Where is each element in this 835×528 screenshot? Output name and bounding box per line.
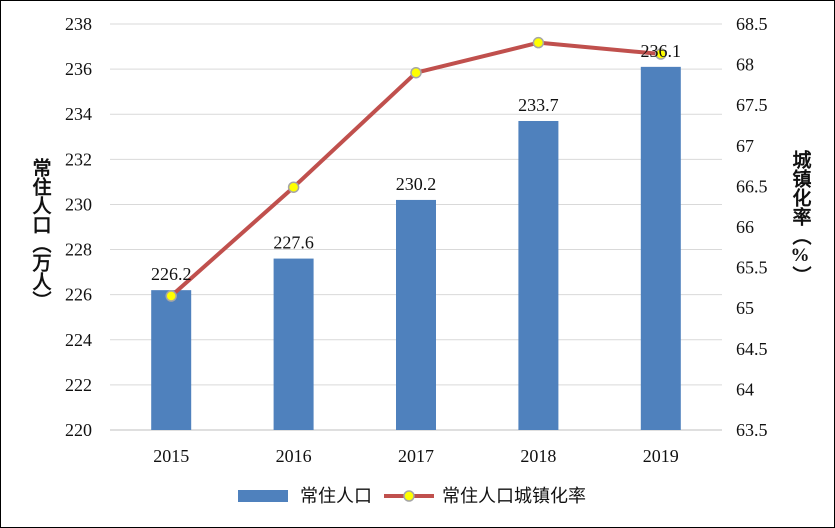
line-point-2015 [165, 290, 177, 302]
bar-series [151, 66, 681, 430]
x-tick-2017: 2017 [398, 446, 434, 466]
legend-swatch-marker [403, 490, 415, 502]
axis-labels: 常住人口（万人） 城镇化率（%） [30, 149, 812, 310]
left-tick-238: 238 [65, 14, 92, 34]
right-axis-ticks: 63.5 64 64.5 65 65.5 66 66.5 67 67.5 68 68.5 [736, 14, 768, 440]
data-label-2016: 227.6 [273, 233, 314, 253]
right-tick-68.5: 68.5 [736, 14, 768, 34]
x-tick-2016: 2016 [276, 446, 312, 466]
left-tick-226: 226 [65, 285, 92, 305]
left-tick-220: 220 [65, 420, 92, 440]
left-tick-234: 234 [65, 104, 92, 124]
left-tick-232: 232 [65, 149, 92, 169]
line-point-2019 [655, 48, 667, 60]
left-tick-224: 224 [65, 330, 92, 350]
line-point-2016 [287, 181, 300, 193]
bar-2019 [640, 66, 681, 430]
right-tick-66: 66 [736, 217, 754, 237]
right-tick-66.5: 66.5 [736, 176, 768, 196]
bar-2017 [396, 199, 436, 430]
bar-2015 [151, 290, 192, 430]
right-tick-65: 65 [736, 298, 754, 318]
legend-swatch-bar [238, 490, 288, 502]
data-label-2015: 226.2 [151, 264, 192, 284]
right-tick-64: 64 [736, 379, 754, 399]
x-axis-ticks: 2015 2016 2017 2018 2019 [153, 446, 679, 466]
legend: 常住人口 常住人口城镇化率 [238, 486, 586, 506]
bar-2018 [518, 120, 559, 430]
right-tick-64.5: 64.5 [736, 339, 768, 359]
legend-label-line: 常住人口城镇化率 [442, 486, 586, 506]
right-tick-63.5: 63.5 [736, 420, 768, 440]
data-label-2017: 230.2 [396, 174, 437, 194]
right-tick-67.5: 67.5 [736, 95, 768, 115]
x-tick-2019: 2019 [643, 446, 679, 466]
right-axis-label: 城镇化率（%） [790, 149, 812, 285]
right-tick-68: 68 [736, 55, 754, 75]
left-tick-236: 236 [65, 59, 92, 79]
bar-2016 [273, 258, 314, 430]
x-tick-2018: 2018 [520, 446, 556, 466]
right-tick-67: 67 [736, 136, 754, 156]
x-tick-2015: 2015 [153, 446, 189, 466]
right-tick-65.5: 65.5 [736, 258, 768, 278]
left-axis-ticks: 220 222 224 226 228 230 232 234 236 238 [65, 14, 92, 440]
left-axis-label: 常住人口（万人） [30, 157, 53, 310]
line-series [165, 36, 667, 302]
line-point-2018 [532, 36, 545, 49]
data-label-2018: 233.7 [518, 95, 559, 115]
left-tick-228: 228 [65, 240, 92, 260]
data-labels: 226.2 227.6 230.2 233.7 236.1 [151, 41, 681, 284]
left-tick-222: 222 [65, 375, 92, 395]
line-point-2017 [410, 66, 422, 79]
data-label-2019: 236.1 [641, 41, 682, 61]
legend-label-bar: 常住人口 [300, 486, 372, 506]
left-tick-230: 230 [65, 194, 92, 214]
